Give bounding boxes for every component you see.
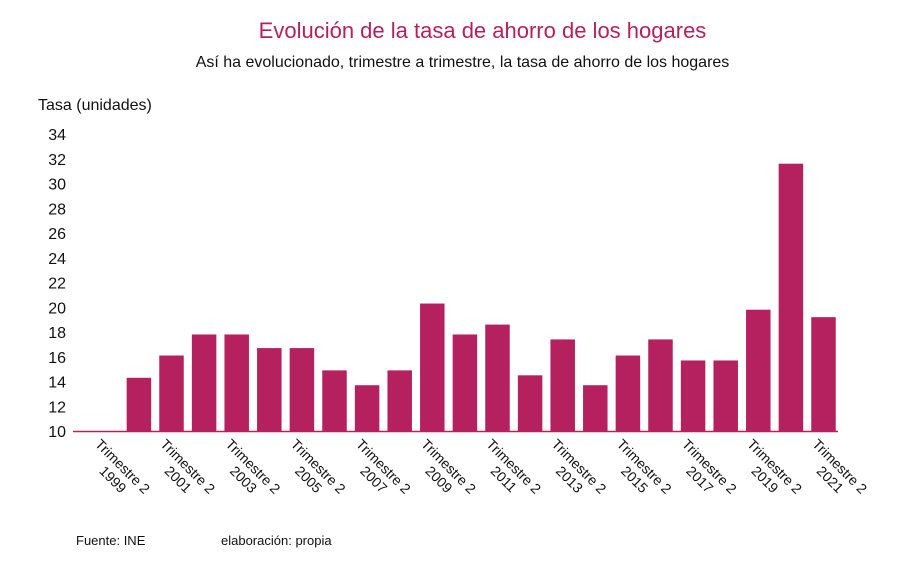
y-axis-ticks: 10 12 14 16 18 20 22 24 26 28 30 32 34 xyxy=(48,127,66,441)
footer-credit: elaboración: propia xyxy=(221,533,332,548)
y-tick-label: 10 xyxy=(48,424,66,441)
y-tick-label: 32 xyxy=(48,152,66,169)
bar xyxy=(289,348,315,431)
bar xyxy=(485,324,510,431)
bar xyxy=(583,385,608,431)
y-tick-label: 16 xyxy=(48,350,66,367)
bar xyxy=(126,377,152,431)
bar xyxy=(713,360,738,431)
bar xyxy=(811,317,836,431)
y-axis-label: Tasa (unidades) xyxy=(38,97,152,114)
bar xyxy=(191,334,217,431)
y-tick-label: 24 xyxy=(48,251,66,268)
y-tick-label: 30 xyxy=(48,177,66,194)
bar xyxy=(746,309,771,431)
y-tick-label: 22 xyxy=(48,276,66,293)
bar xyxy=(452,334,478,431)
y-tick-label: 34 xyxy=(48,127,66,144)
bar xyxy=(517,375,543,431)
bar xyxy=(420,303,445,431)
bar xyxy=(615,355,641,431)
y-tick-label: 14 xyxy=(48,375,66,392)
y-tick-label: 18 xyxy=(48,325,66,342)
y-tick-label: 26 xyxy=(48,226,66,243)
bar xyxy=(322,370,347,431)
bar xyxy=(648,339,673,431)
bars xyxy=(126,163,836,431)
footer-source: Fuente: INE xyxy=(76,533,146,548)
bar-chart: Tasa (unidades) 10 12 14 16 18 20 22 24 26 28 30 32… xyxy=(38,97,871,497)
y-tick-label: 20 xyxy=(48,300,66,317)
bar xyxy=(224,334,249,431)
bar xyxy=(550,339,575,431)
chart-subtitle: Así ha evolucionado, trimestre a trimest… xyxy=(195,54,730,71)
bar xyxy=(778,163,804,431)
bar xyxy=(159,355,184,431)
bar xyxy=(680,360,706,431)
chart-title: Evolución de la tasa de ahorro de los ho… xyxy=(258,18,707,43)
bar xyxy=(354,385,380,431)
bar xyxy=(387,370,412,431)
y-tick-label: 12 xyxy=(48,399,66,416)
bar xyxy=(257,348,282,431)
y-tick-label: 28 xyxy=(48,201,66,218)
